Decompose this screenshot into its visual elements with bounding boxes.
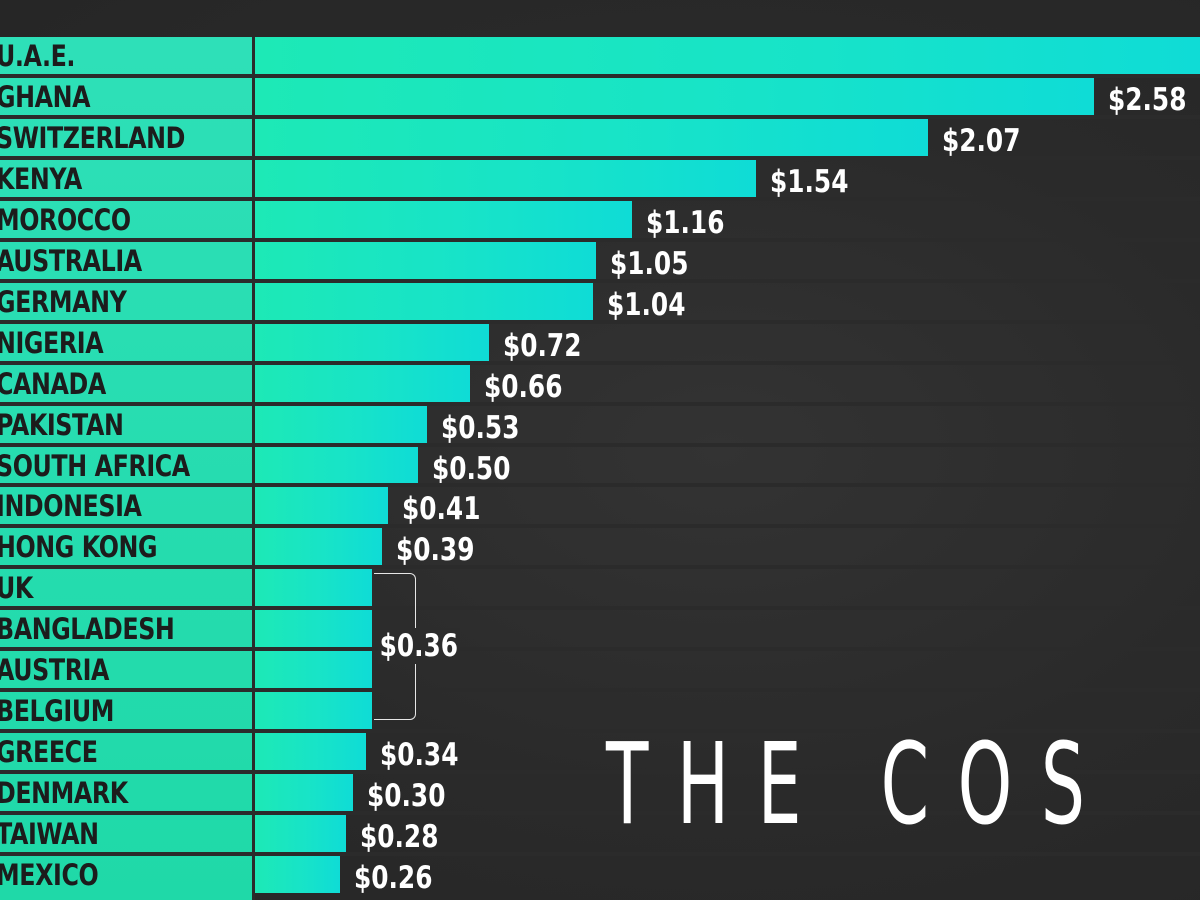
bar-mexico bbox=[255, 856, 340, 893]
bar-bangladesh bbox=[255, 610, 372, 648]
value-label: $2.58 bbox=[1107, 81, 1186, 118]
value-label: $0.39 bbox=[395, 532, 475, 569]
value-label: $1.05 bbox=[610, 245, 689, 282]
bar-germany bbox=[255, 282, 593, 320]
category-label: MOROCCO bbox=[0, 202, 131, 237]
category-label: PAKISTAN bbox=[0, 407, 124, 442]
value-label: $0.34 bbox=[379, 737, 458, 774]
bar-u-a-e bbox=[255, 37, 1200, 74]
row-divider bbox=[0, 852, 1200, 856]
row-divider bbox=[0, 155, 1200, 160]
row-divider bbox=[0, 278, 1200, 283]
row-divider bbox=[0, 114, 1200, 119]
row-divider bbox=[0, 237, 1200, 242]
value-label: $0.28 bbox=[360, 819, 439, 856]
value-label: $0.53 bbox=[441, 409, 520, 446]
category-label: CANADA bbox=[0, 366, 106, 401]
row-divider bbox=[0, 442, 1200, 447]
bar-switzerland bbox=[255, 118, 928, 156]
bar-taiwan bbox=[255, 815, 346, 853]
bar-greece bbox=[255, 733, 366, 771]
category-label: SOUTH AFRICA bbox=[0, 448, 190, 483]
panel-separator bbox=[252, 37, 255, 900]
category-label: AUSTRIA bbox=[0, 653, 110, 688]
value-label: $0.66 bbox=[483, 368, 562, 405]
row-divider bbox=[0, 483, 1200, 488]
value-label: $1.16 bbox=[646, 204, 725, 241]
category-label: DENMARK bbox=[0, 776, 128, 811]
value-label: $2.07 bbox=[941, 122, 1021, 159]
value-label: $0.26 bbox=[353, 860, 432, 896]
category-label: GERMANY bbox=[0, 284, 127, 319]
category-label: U.A.E. bbox=[0, 39, 76, 73]
bar-canada bbox=[255, 364, 470, 402]
row-divider bbox=[0, 811, 1200, 816]
value-label: $0.41 bbox=[402, 491, 481, 528]
category-label: MEXICO bbox=[0, 858, 99, 892]
category-label: SWITZERLAND bbox=[0, 120, 185, 155]
category-label: BANGLADESH bbox=[0, 612, 175, 647]
bar-kenya bbox=[255, 159, 756, 197]
row-divider bbox=[0, 319, 1200, 324]
bar-nigeria bbox=[255, 323, 489, 361]
category-label-panel bbox=[0, 37, 252, 900]
value-label: $0.50 bbox=[431, 450, 510, 487]
row-divider bbox=[0, 565, 1200, 570]
category-label: HONG KONG bbox=[0, 530, 158, 565]
bar-uk bbox=[255, 569, 372, 607]
category-label: KENYA bbox=[0, 161, 82, 196]
category-label: AUSTRALIA bbox=[0, 243, 142, 278]
category-label: GREECE bbox=[0, 735, 98, 770]
row-divider bbox=[0, 401, 1200, 406]
category-label: BELGIUM bbox=[0, 694, 115, 729]
row-divider bbox=[0, 360, 1200, 365]
row-divider bbox=[0, 196, 1200, 201]
category-label: NIGERIA bbox=[0, 325, 104, 360]
bar-south-africa bbox=[255, 446, 418, 484]
headline-title: THE COS bbox=[606, 720, 1114, 850]
value-label: $0.72 bbox=[503, 327, 582, 364]
bar-austria bbox=[255, 651, 372, 689]
bar-australia bbox=[255, 241, 597, 279]
bar-morocco bbox=[255, 200, 632, 238]
value-label: $1.04 bbox=[607, 286, 686, 323]
group-value-label: $0.36 bbox=[378, 628, 460, 664]
bar-hong-kong bbox=[255, 528, 382, 566]
value-label: $1.54 bbox=[769, 163, 848, 200]
value-label: $0.30 bbox=[366, 778, 445, 815]
bar-ghana bbox=[255, 77, 1094, 115]
category-label: INDONESIA bbox=[0, 489, 142, 524]
row-divider bbox=[0, 73, 1200, 78]
category-label: UK bbox=[0, 571, 33, 606]
row-divider bbox=[0, 647, 1200, 652]
row-divider bbox=[0, 524, 1200, 529]
bar-denmark bbox=[255, 774, 353, 812]
row-divider bbox=[0, 770, 1200, 775]
row-divider bbox=[0, 606, 1200, 611]
row-divider bbox=[0, 729, 1200, 734]
bar-belgium bbox=[255, 692, 372, 730]
bar-pakistan bbox=[255, 405, 428, 443]
row-divider bbox=[0, 688, 1200, 693]
bar-indonesia bbox=[255, 487, 389, 525]
category-label: GHANA bbox=[0, 79, 91, 114]
category-label: TAIWAN bbox=[0, 817, 99, 852]
